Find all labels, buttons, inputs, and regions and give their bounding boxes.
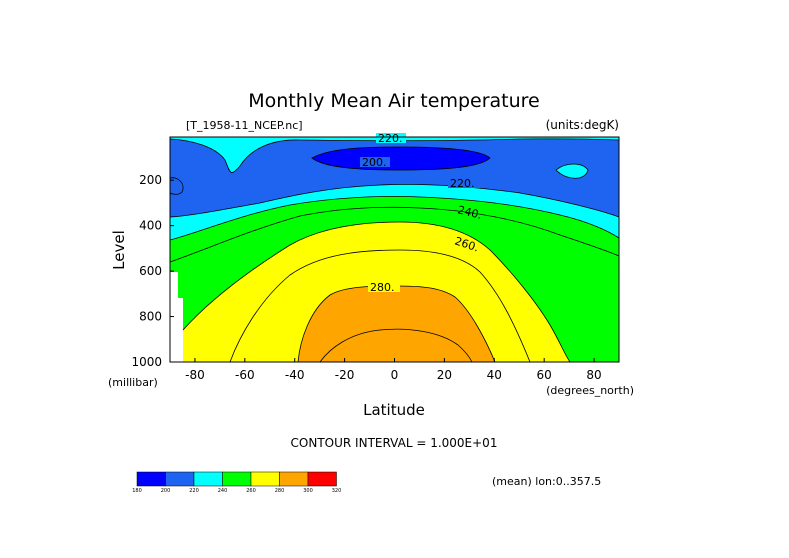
x-tick-label: -40 xyxy=(285,368,305,382)
y-tick-label: 800 xyxy=(139,310,162,324)
contour-line-220-top xyxy=(170,138,619,173)
x-units-label: (degrees_north) xyxy=(546,384,634,397)
colorbar-level-label: 240 xyxy=(218,488,228,494)
x-tick-label: 20 xyxy=(437,368,452,382)
contour-line-290 xyxy=(319,328,473,362)
x-tick-label: -20 xyxy=(335,368,355,382)
units-label: (units:degK) xyxy=(546,118,619,132)
colorbar-level-label: 280 xyxy=(275,488,285,494)
y-tick-label: 600 xyxy=(139,264,162,278)
polar-cyan-patch xyxy=(556,164,588,179)
colorbar-level-label: 300 xyxy=(303,488,313,494)
contour-line-200 xyxy=(311,146,491,171)
topography-mask-2 xyxy=(170,298,183,362)
y-tick-label: 200 xyxy=(139,173,162,187)
colorbar-swatch xyxy=(193,471,223,487)
colorbar-level-label: 220 xyxy=(189,488,199,494)
contour-line-sp xyxy=(170,177,184,195)
x-tick-label: -60 xyxy=(235,368,255,382)
colorbar-swatch xyxy=(136,471,166,487)
y-tick-label: 1000 xyxy=(131,355,162,369)
x-tick-label: 40 xyxy=(487,368,502,382)
y-axis-title: Level xyxy=(110,230,128,270)
contour-line-group xyxy=(170,138,619,362)
x-tick-label: 80 xyxy=(586,368,601,382)
colorbar-swatch xyxy=(279,471,309,487)
contour-label-220: 220. xyxy=(450,177,475,190)
contour-line-polar xyxy=(555,163,589,179)
mean-note: (mean) lon:0..357.5 xyxy=(492,475,601,488)
y-axis: 200 400 600 800 1000 xyxy=(131,173,174,369)
colorbar-level-label: 260 xyxy=(246,488,256,494)
contour-line-250 xyxy=(170,206,619,263)
x-axis-title: Latitude xyxy=(363,401,425,419)
contour-line-240 xyxy=(170,196,619,241)
contour-label-280: 280. xyxy=(370,281,395,294)
band-280-300 xyxy=(298,286,495,362)
colorbar-swatch xyxy=(222,471,252,487)
contour-line-260 xyxy=(182,221,571,362)
contour-interval-label: CONTOUR INTERVAL = 1.000E+01 xyxy=(291,436,498,450)
x-tick-label: 60 xyxy=(537,368,552,382)
x-tick-label: 0 xyxy=(391,368,399,382)
colorbar-swatch xyxy=(250,471,280,487)
colorbar-level-label: 320 xyxy=(332,488,342,494)
y-tick-label: 400 xyxy=(139,219,162,233)
colorbar-level-label: 200 xyxy=(161,488,171,494)
band-220-240-upper xyxy=(170,137,619,173)
chart-title: Monthly Mean Air temperature xyxy=(248,90,539,112)
contour-label-240: 240. xyxy=(456,203,483,222)
contour-line-270 xyxy=(229,249,531,362)
colorbar-level-label: 180 xyxy=(132,488,142,494)
x-axis: -80 -60 -40 -20 0 20 40 60 80 xyxy=(185,358,602,382)
colorbar-swatch xyxy=(165,471,195,487)
band-200-220 xyxy=(170,137,619,217)
contour-label-200: 200. xyxy=(362,156,387,169)
x-tick-label: -80 xyxy=(185,368,205,382)
y-units-label: (millibar) xyxy=(108,376,158,389)
colorbar-swatch xyxy=(307,471,337,487)
colorbar: 180 200 220 240 260 280 300 320 xyxy=(132,471,342,494)
file-label: [T_1958-11_NCEP.nc] xyxy=(186,119,303,132)
contour-label-220-top: 220. xyxy=(378,132,403,145)
tropopause-core xyxy=(312,147,490,170)
contour-line-220 xyxy=(170,184,619,218)
